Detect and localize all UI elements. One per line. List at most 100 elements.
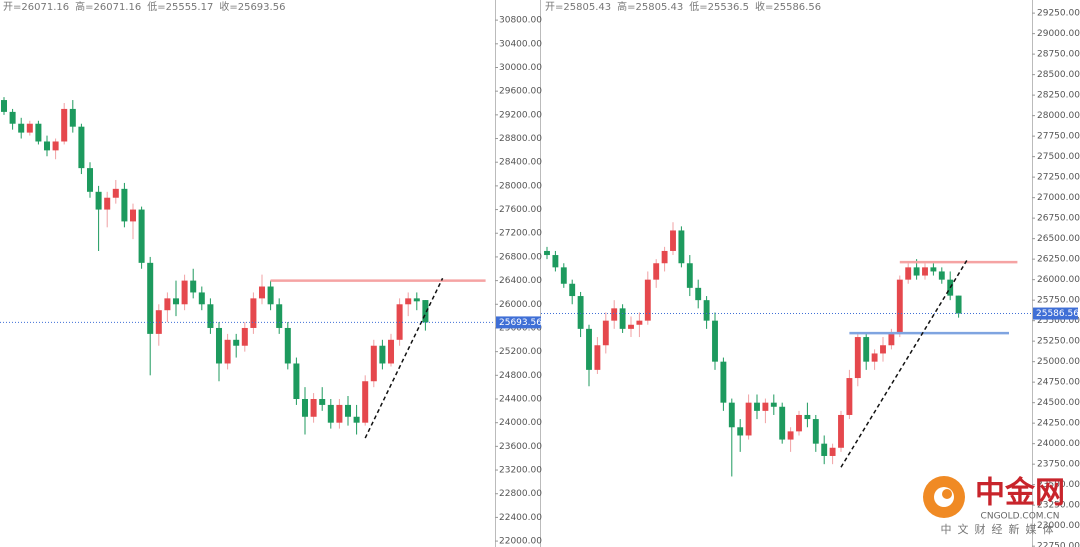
candle-body xyxy=(905,267,912,280)
y-tick-label: 26250.00 xyxy=(1037,255,1080,265)
y-tick-label: 28500.00 xyxy=(1037,70,1080,80)
candle-body xyxy=(336,404,343,423)
candle-body xyxy=(319,399,326,405)
candle-body xyxy=(207,304,214,328)
trend-line xyxy=(840,259,968,468)
price-label-box xyxy=(1033,307,1078,320)
candle-body xyxy=(233,339,240,346)
y-tick-label: 29200.00 xyxy=(499,110,542,120)
candle-body xyxy=(353,416,360,423)
candle-body xyxy=(413,298,420,302)
candle-body xyxy=(61,108,68,142)
candle-body xyxy=(387,339,395,364)
candle-body xyxy=(198,292,205,305)
candle-body xyxy=(686,263,693,288)
candle-body xyxy=(112,188,119,198)
ohlc-value: 25586.56 xyxy=(773,2,821,13)
candle-body xyxy=(829,447,836,456)
candle-body xyxy=(871,353,878,362)
y-tick-label: 26800.00 xyxy=(499,252,542,262)
y-tick-label: 25500.00 xyxy=(1037,316,1080,326)
ohlc-label: 开= xyxy=(3,2,21,13)
ohlc-value: 25536.5 xyxy=(708,2,749,13)
y-tick-label: 28000.00 xyxy=(499,181,542,191)
y-tick-label: 25750.00 xyxy=(1037,296,1080,306)
candle-body xyxy=(190,280,197,293)
candle-body xyxy=(854,337,861,379)
candle-body xyxy=(138,209,145,263)
y-tick-label: 29000.00 xyxy=(1037,29,1080,39)
ohlc-header: 开=26071.16 高=26071.16 低=25555.17 收=25693.56 xyxy=(3,0,285,13)
y-tick-label: 25600.00 xyxy=(499,323,542,333)
logo-mark xyxy=(942,489,952,499)
y-tick-label: 29250.00 xyxy=(1037,9,1080,19)
y-tick-label: 24750.00 xyxy=(1037,378,1080,388)
candle-body xyxy=(922,267,928,276)
logo-name: 中金网 xyxy=(975,476,1065,511)
y-tick-label: 27000.00 xyxy=(1037,193,1080,203)
candle-body xyxy=(560,267,567,284)
y-tick-label: 23250.00 xyxy=(1037,501,1080,511)
candle-body xyxy=(611,308,618,321)
candle-body xyxy=(569,283,576,297)
candle-body xyxy=(405,298,412,305)
ohlc-label: 开= xyxy=(545,2,563,13)
candle-body xyxy=(544,250,550,256)
candle-body xyxy=(78,126,85,169)
ohlc-value: 25805.43 xyxy=(636,2,684,13)
ohlc-header: 开=25805.43 高=25805.43 低=25536.5 收=25586.56 xyxy=(545,0,821,13)
candle-body xyxy=(164,298,171,311)
candle-body xyxy=(9,111,16,124)
y-tick-label: 23500.00 xyxy=(1037,480,1080,490)
candle-body xyxy=(779,406,786,440)
ohlc-value: 25555.17 xyxy=(166,2,214,13)
candle-body xyxy=(636,320,643,325)
ohlc-value: 26071.16 xyxy=(94,2,142,13)
candle-body xyxy=(327,404,334,423)
candle-body xyxy=(930,267,937,272)
y-tick-label: 26750.00 xyxy=(1037,214,1080,224)
y-tick-label: 26000.00 xyxy=(499,300,542,310)
candle-body xyxy=(586,328,592,370)
candle-body xyxy=(552,255,559,268)
candle-body xyxy=(838,414,844,448)
y-tick-label: 22400.00 xyxy=(499,513,542,523)
y-tick-label: 26500.00 xyxy=(1037,234,1080,244)
candle-body xyxy=(370,345,377,382)
y-tick-label: 28250.00 xyxy=(1037,91,1080,101)
logo-domain: CNGOLD.COM.CN xyxy=(981,512,1060,522)
y-tick-label: 23200.00 xyxy=(499,466,542,476)
y-tick-label: 27750.00 xyxy=(1037,132,1080,142)
candle-body xyxy=(577,296,584,329)
candle-body xyxy=(129,209,137,222)
y-tick-label: 27500.00 xyxy=(1037,152,1080,162)
candle-body xyxy=(846,378,853,415)
ohlc-label: 低= xyxy=(147,0,165,13)
candle-body xyxy=(43,141,51,151)
candle-body xyxy=(0,100,8,112)
candle-body xyxy=(69,108,76,127)
candle-body xyxy=(18,123,25,133)
y-tick-label: 26000.00 xyxy=(1037,275,1080,285)
y-tick-label: 26400.00 xyxy=(499,276,542,286)
candle-body xyxy=(26,123,33,133)
ohlc-value: 26071.16 xyxy=(21,2,69,13)
y-tick-label: 27250.00 xyxy=(1037,173,1080,183)
logo-tagline: 中文财经新媒体 xyxy=(941,522,1060,536)
ohlc-label: 高= xyxy=(75,0,93,13)
candle-body xyxy=(955,295,962,314)
candle-body xyxy=(888,332,895,346)
candle-body xyxy=(670,230,676,251)
candle-body xyxy=(812,419,819,444)
price-label: 25586.56 xyxy=(1036,309,1079,319)
ohlc-value: 25693.56 xyxy=(238,2,286,13)
candle-body xyxy=(344,404,352,417)
candle-body xyxy=(821,443,828,456)
candle-body xyxy=(215,327,223,364)
y-tick-label: 24000.00 xyxy=(1037,439,1080,449)
candle-body xyxy=(301,399,309,417)
candle-body xyxy=(35,123,42,142)
ohlc-label: 收= xyxy=(755,0,773,13)
ohlc-label: 高= xyxy=(617,0,635,13)
price-label-box xyxy=(496,316,541,329)
